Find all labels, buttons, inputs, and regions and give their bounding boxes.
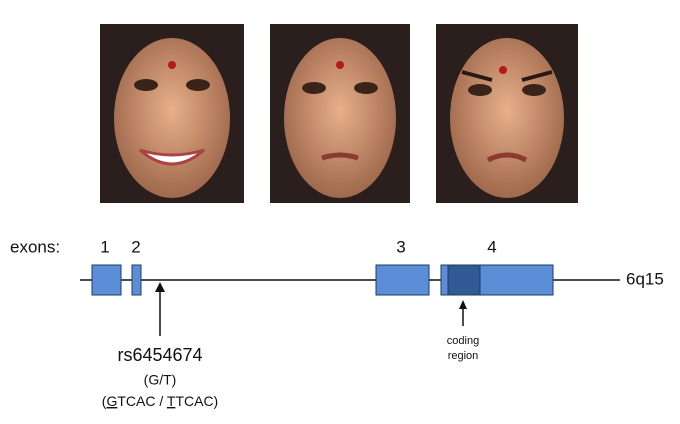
chromosome-label: 6q15: [626, 269, 664, 288]
coding-label: coding: [447, 335, 479, 347]
coding-label: region: [448, 350, 479, 362]
face-angry: [436, 24, 578, 203]
arrowhead: [459, 300, 467, 309]
exon-number: 3: [396, 237, 405, 256]
exon-number: 1: [100, 237, 109, 256]
snp-id: rs6454674: [117, 345, 202, 365]
exon-number: 4: [487, 237, 496, 256]
exon: [375, 264, 430, 296]
face-neutral: [270, 24, 410, 203]
exon: [131, 264, 142, 296]
exon-number: 2: [131, 237, 140, 256]
exon: [479, 264, 554, 296]
sequence-part: TCAC /: [117, 393, 167, 409]
exon: [440, 264, 449, 296]
arrowhead: [155, 282, 165, 292]
snp-sequence: (GTCAC / TTCAC): [102, 393, 218, 409]
coding-exon: [447, 264, 481, 296]
sequence-allele: G: [106, 393, 117, 409]
exons-label: exons:: [10, 237, 60, 256]
face-happy: [100, 24, 244, 203]
snp-alleles: (G/T): [144, 372, 177, 388]
sequence-allele: T: [167, 393, 176, 409]
exon: [91, 264, 122, 296]
sequence-part: (: [102, 393, 107, 409]
sequence-part: TCAC): [175, 393, 218, 409]
